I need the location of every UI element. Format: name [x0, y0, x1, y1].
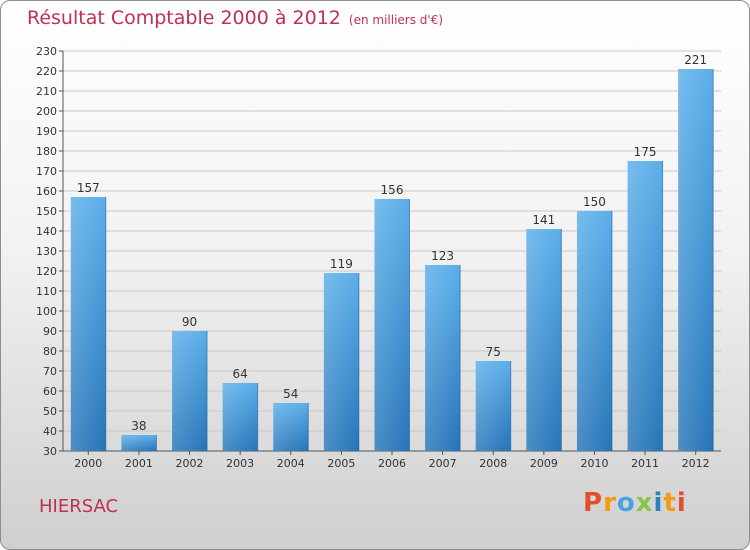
data-label: 156 [381, 183, 404, 197]
y-tick-label: 50 [43, 405, 57, 418]
x-tick-label: 2005 [327, 457, 355, 470]
commune-name: HIERSAC [39, 496, 119, 517]
x-tick-label: 2004 [277, 457, 305, 470]
y-tick-label: 230 [36, 45, 57, 58]
data-label: 157 [77, 181, 100, 195]
bar-highlight [323, 273, 359, 451]
labels: 30 40 50 60 70 80 90 100 110 120 130 140 150 160 170 18… [36, 45, 710, 470]
y-tick-label: 100 [36, 305, 57, 318]
data-label: 64 [233, 367, 248, 381]
x-tick-label: 2007 [429, 457, 457, 470]
bar-highlight [425, 265, 461, 451]
data-label: 90 [182, 315, 197, 329]
bars [70, 69, 714, 451]
data-label: 38 [131, 419, 146, 433]
data-label: 119 [330, 257, 353, 271]
data-label: 175 [634, 145, 657, 159]
x-tick-label: 2012 [682, 457, 710, 470]
y-tick-label: 80 [43, 345, 57, 358]
x-tick-label: 2001 [125, 457, 153, 470]
x-tick-label: 2011 [631, 457, 659, 470]
y-tick-label: 180 [36, 145, 57, 158]
y-tick-label: 150 [36, 205, 57, 218]
y-tick-label: 210 [36, 85, 57, 98]
y-tick-label: 140 [36, 225, 57, 238]
data-label: 123 [431, 249, 454, 263]
y-tick-label: 200 [36, 105, 57, 118]
bar-highlight [576, 211, 612, 451]
y-tick-label: 70 [43, 365, 57, 378]
bar-highlight [70, 197, 106, 451]
y-tick-label: 170 [36, 165, 57, 178]
bar-highlight [374, 199, 410, 451]
data-label: 75 [486, 345, 501, 359]
data-label: 221 [684, 53, 707, 67]
bar-highlight [273, 403, 309, 451]
bar-highlight [222, 383, 258, 451]
x-tick-label: 2009 [530, 457, 558, 470]
bar-highlight [121, 435, 157, 451]
bar-highlight [526, 229, 562, 451]
y-tick-label: 190 [36, 125, 57, 138]
y-tick-label: 110 [36, 285, 57, 298]
x-tick-label: 2006 [378, 457, 406, 470]
data-label: 54 [283, 387, 298, 401]
y-tick-label: 120 [36, 265, 57, 278]
bar-highlight [627, 161, 663, 451]
x-tick-label: 2003 [226, 457, 254, 470]
bar-highlight [678, 69, 714, 451]
chart-title: Résultat Comptable 2000 à 2012 (en millie… [27, 7, 444, 29]
y-tick-label: 90 [43, 325, 57, 338]
x-tick-label: 2000 [74, 457, 102, 470]
y-tick-label: 30 [43, 445, 57, 458]
x-tick-label: 2002 [176, 457, 204, 470]
x-tick-label: 2010 [580, 457, 608, 470]
chart-unit: (en milliers d'€) [348, 13, 444, 27]
y-tick-label: 220 [36, 65, 57, 78]
y-tick-label: 130 [36, 245, 57, 258]
bar-highlight [475, 361, 511, 451]
y-tick-label: 40 [43, 425, 57, 438]
data-label: 141 [532, 213, 555, 227]
bar-highlight [172, 331, 208, 451]
x-tick-label: 2008 [479, 457, 507, 470]
data-label: 150 [583, 195, 606, 209]
proxiti-logo[interactable]: Proxiti [583, 488, 687, 518]
y-tick-label: 60 [43, 385, 57, 398]
y-tick-label: 160 [36, 185, 57, 198]
